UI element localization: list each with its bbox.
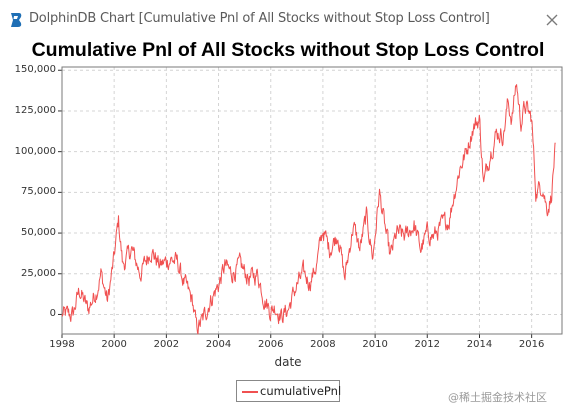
legend-swatch <box>242 391 258 393</box>
y-tick-label: 0 <box>49 308 56 320</box>
y-tick-label: 25,000 <box>21 267 56 279</box>
window-titlebar[interactable]: DolphinDB Chart [Cumulative Pnl of All S… <box>0 0 576 36</box>
close-icon[interactable] <box>544 12 560 28</box>
x-tick-label: 2008 <box>310 339 336 350</box>
window-title: DolphinDB Chart [Cumulative Pnl of All S… <box>29 11 490 26</box>
x-tick-label: 2004 <box>205 339 232 350</box>
x-tick-label: 2012 <box>414 339 440 350</box>
dolphindb-logo-icon <box>11 13 22 27</box>
y-tick-label: 100,000 <box>14 145 56 157</box>
x-tick-label: 2000 <box>101 339 127 350</box>
x-tick-label: 2014 <box>466 339 493 350</box>
x-tick-label: 1998 <box>49 339 75 350</box>
plot-background <box>62 67 562 334</box>
y-tick-label: 50,000 <box>21 227 56 239</box>
x-tick-label: 2002 <box>153 339 180 350</box>
chart-legend: cumulativePnl <box>236 380 342 402</box>
chart-title: Cumulative Pnl of All Stocks without Sto… <box>31 39 545 61</box>
legend-label: cumulativePnl <box>260 384 342 398</box>
y-tick-label: 75,000 <box>21 186 56 198</box>
y-tick-label: 150,000 <box>14 64 56 76</box>
x-tick-label: 2016 <box>518 339 545 350</box>
series-line-cumulativePnl <box>61 84 556 335</box>
plot-frame <box>61 66 563 335</box>
x-axis-label: date <box>274 355 302 369</box>
watermark: @稀土掘金技术社区 <box>448 391 547 404</box>
y-tick-label: 125,000 <box>14 104 56 116</box>
x-tick-label: 2010 <box>362 339 388 350</box>
x-tick-label: 2006 <box>258 339 284 350</box>
